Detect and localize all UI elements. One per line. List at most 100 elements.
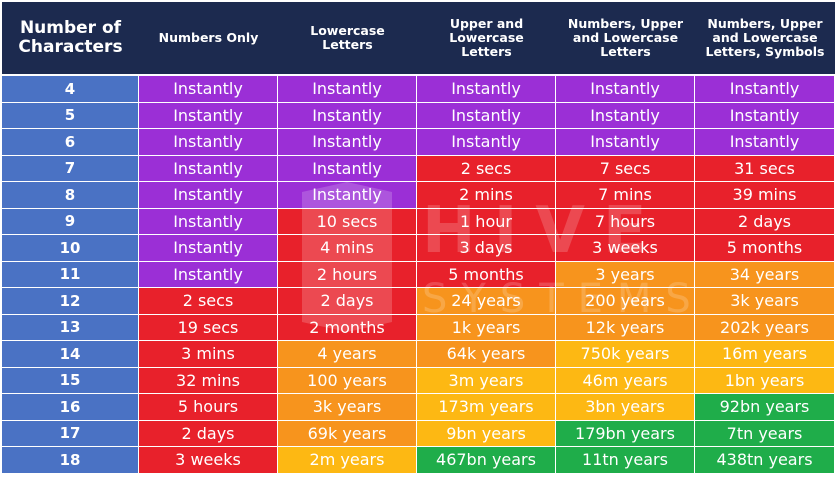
time-cell: 92bn years bbox=[695, 394, 834, 420]
time-cell: Instantly bbox=[695, 102, 834, 128]
row-length-cell: 4 bbox=[2, 76, 138, 102]
time-cell: 3m years bbox=[417, 367, 555, 393]
table-row: 10 Instantly 4 mins 3 days 3 weeks 5 months bbox=[2, 235, 835, 261]
time-cell: Instantly bbox=[417, 129, 555, 155]
time-cell: 32 mins bbox=[139, 367, 277, 393]
time-cell: 24 years bbox=[417, 288, 555, 314]
time-cell: 3 years bbox=[556, 261, 694, 287]
table-row: 4 Instantly Instantly Instantly Instantly Ins… bbox=[2, 76, 835, 102]
time-cell: 2 hours bbox=[278, 261, 416, 287]
time-cell: Instantly bbox=[139, 129, 277, 155]
time-cell: Instantly bbox=[278, 155, 416, 181]
table-row: 11 Instantly 2 hours 5 months 3 years 34 year… bbox=[2, 261, 835, 287]
header-number-of-characters: Number of Characters bbox=[18, 17, 123, 57]
table-row: 9 Instantly 10 secs 1 hour 7 hours 2 days bbox=[2, 208, 835, 234]
time-cell: 4 years bbox=[278, 341, 416, 367]
time-cell: 7 secs bbox=[556, 155, 694, 181]
time-cell: 3 days bbox=[417, 235, 555, 261]
time-cell: Instantly bbox=[139, 102, 277, 128]
time-cell: 5 hours bbox=[139, 394, 277, 420]
time-cell: 46m years bbox=[556, 367, 694, 393]
row-length-cell: 16 bbox=[2, 394, 138, 420]
time-cell: 2 secs bbox=[417, 155, 555, 181]
time-cell: 3bn years bbox=[556, 394, 694, 420]
row-length-cell: 12 bbox=[2, 288, 138, 314]
table-row: 6 Instantly Instantly Instantly Instantly Ins… bbox=[2, 129, 835, 155]
table-row: 17 2 days 69k years 9bn years 179bn years 7tn… bbox=[2, 420, 835, 446]
time-cell: Instantly bbox=[278, 182, 416, 208]
time-cell: Instantly bbox=[139, 261, 277, 287]
table-row: 8 Instantly Instantly 2 mins 7 mins 39 mins bbox=[2, 182, 835, 208]
time-cell: 10 secs bbox=[278, 208, 416, 234]
table-row: 14 3 mins 4 years 64k years 750k years 16m ye… bbox=[2, 341, 835, 367]
time-cell: 19 secs bbox=[139, 314, 277, 340]
time-cell: Instantly bbox=[417, 102, 555, 128]
table-row: 16 5 hours 3k years 173m years 3bn years 92bn… bbox=[2, 394, 835, 420]
time-cell: 12k years bbox=[556, 314, 694, 340]
time-cell: 2 days bbox=[278, 288, 416, 314]
row-length-cell: 17 bbox=[2, 420, 138, 446]
table-header: Number of Characters Numbers Only Lowerca… bbox=[2, 2, 835, 74]
row-length-cell: 5 bbox=[2, 102, 138, 128]
row-length-cell: 15 bbox=[2, 367, 138, 393]
time-cell: 7 mins bbox=[556, 182, 694, 208]
table-row: 12 2 secs 2 days 24 years 200 years 3k years bbox=[2, 288, 835, 314]
row-length-cell: 18 bbox=[2, 447, 138, 473]
table-row: 13 19 secs 2 months 1k years 12k years 202k y… bbox=[2, 314, 835, 340]
time-cell: 5 months bbox=[695, 235, 834, 261]
time-cell: 173m years bbox=[417, 394, 555, 420]
time-cell: 16m years bbox=[695, 341, 834, 367]
time-cell: 3 weeks bbox=[139, 447, 277, 473]
time-cell: Instantly bbox=[556, 76, 694, 102]
table-row: 5 Instantly Instantly Instantly Instantly Ins… bbox=[2, 102, 835, 128]
time-cell: Instantly bbox=[278, 102, 416, 128]
row-length-cell: 13 bbox=[2, 314, 138, 340]
time-cell: 64k years bbox=[417, 341, 555, 367]
row-length-cell: 14 bbox=[2, 341, 138, 367]
time-cell: 2 mins bbox=[417, 182, 555, 208]
time-cell: 7 hours bbox=[556, 208, 694, 234]
time-cell: 2 months bbox=[278, 314, 416, 340]
time-cell: 3 weeks bbox=[556, 235, 694, 261]
time-cell: 750k years bbox=[556, 341, 694, 367]
time-cell: Instantly bbox=[417, 76, 555, 102]
time-cell: 34 years bbox=[695, 261, 834, 287]
row-length-cell: 7 bbox=[2, 155, 138, 181]
time-cell: 1k years bbox=[417, 314, 555, 340]
time-cell: 11tn years bbox=[556, 447, 694, 473]
time-cell: 1bn years bbox=[695, 367, 834, 393]
time-cell: Instantly bbox=[556, 129, 694, 155]
time-cell: 2 days bbox=[695, 208, 834, 234]
time-cell: 3 mins bbox=[139, 341, 277, 367]
row-length-cell: 9 bbox=[2, 208, 138, 234]
time-cell: 100 years bbox=[278, 367, 416, 393]
time-cell: Instantly bbox=[695, 129, 834, 155]
table-row: 7 Instantly Instantly 2 secs 7 secs 31 secs bbox=[2, 155, 835, 181]
header-upper-lowercase: Upper and Lowercase Letters bbox=[449, 16, 524, 59]
header-lowercase-letters: Lowercase Letters bbox=[310, 23, 385, 52]
time-cell: Instantly bbox=[139, 182, 277, 208]
time-cell: 179bn years bbox=[556, 420, 694, 446]
time-cell: 31 secs bbox=[695, 155, 834, 181]
time-cell: 9bn years bbox=[417, 420, 555, 446]
time-cell: Instantly bbox=[139, 235, 277, 261]
time-cell: 7tn years bbox=[695, 420, 834, 446]
header-numbers-only: Numbers Only bbox=[158, 30, 259, 45]
time-cell: Instantly bbox=[139, 155, 277, 181]
time-cell: 2 secs bbox=[139, 288, 277, 314]
time-cell: 4 mins bbox=[278, 235, 416, 261]
time-cell: 69k years bbox=[278, 420, 416, 446]
row-length-cell: 8 bbox=[2, 182, 138, 208]
time-cell: 5 months bbox=[417, 261, 555, 287]
time-cell: Instantly bbox=[556, 102, 694, 128]
row-length-cell: 6 bbox=[2, 129, 138, 155]
time-cell: 438tn years bbox=[695, 447, 834, 473]
time-cell: 200 years bbox=[556, 288, 694, 314]
time-cell: Instantly bbox=[278, 76, 416, 102]
header-numbers-upper-lowercase: Numbers, Upper and Lowercase Letters bbox=[567, 16, 684, 59]
time-cell: Instantly bbox=[139, 76, 277, 102]
time-cell: 39 mins bbox=[695, 182, 834, 208]
table-row: 15 32 mins 100 years 3m years 46m years 1bn y… bbox=[2, 367, 835, 393]
time-cell: 1 hour bbox=[417, 208, 555, 234]
